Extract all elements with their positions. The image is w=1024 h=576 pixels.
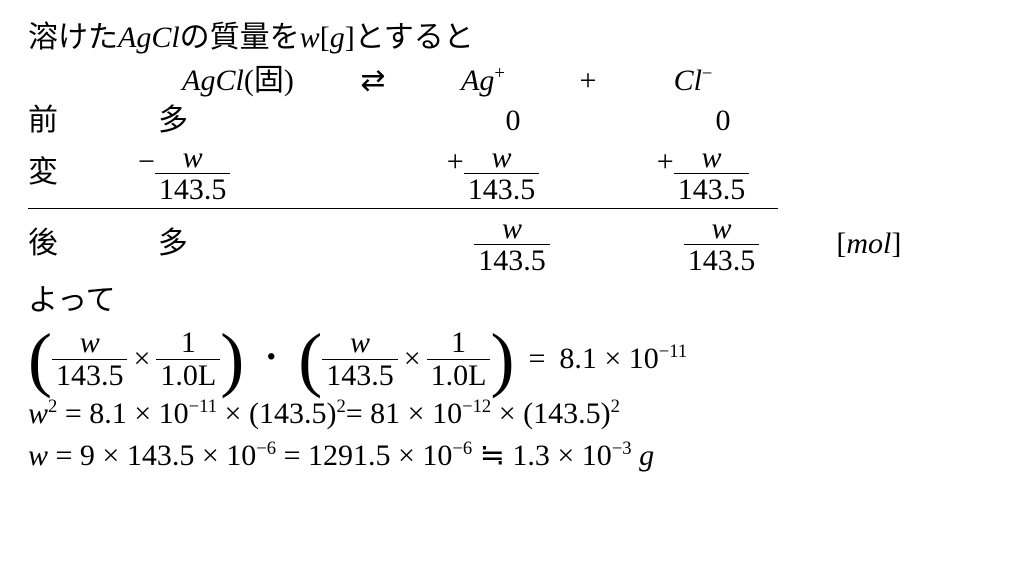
frac-w-1: w 143.5 [52,327,128,391]
frac-den-4: 143.5 [474,244,550,277]
frac-vol-2: 1 1.0L [427,327,491,391]
ag-ion: Ag [461,64,494,97]
agcl-symbol: AgCl [118,18,180,59]
after-cl-frac: w 143.5 [684,213,760,277]
g-unit: g [330,18,345,59]
frac-den-1: 143.5 [155,173,231,206]
intro-line: 溶けた AgCl の質量を w [ g ]とすると [28,18,996,59]
change-minus: − [138,142,155,206]
label-after: 後 [28,224,128,265]
fw1n: w [76,327,104,359]
w2-exp11: −11 [189,396,217,417]
fv1n: 1 [177,327,200,359]
dot-op: ・ [248,339,294,380]
frac-w-2: w 143.5 [322,327,398,391]
cl-ion: Cl [674,64,702,97]
before-ag: 0 [428,101,598,142]
w2-exp12: −12 [462,396,491,417]
fw1d: 143.5 [52,359,128,392]
frac-den-3: 143.5 [674,173,750,206]
row-after: 後 多 w 143.5 w 143.5 [mol] [28,213,996,277]
fw2n: w [346,327,374,359]
w2-sq2: 2 [611,396,620,417]
before-agcl: 多 [128,101,378,142]
label-change: 変 [28,153,128,194]
chemistry-solution-page: 溶けた AgCl の質量を w [ g ]とすると AgCl(固) ⇄ Ag+ … [0,0,1024,495]
w-exp6b: −6 [452,438,472,459]
intro-text-2: の質量を [180,18,300,59]
plus-1: + [568,61,608,102]
w2-sym: w [28,397,48,430]
eq-sign-1: = [518,339,555,380]
g-final: g [632,439,655,472]
frac-num-5: w [708,213,736,245]
times-1: × [127,339,156,380]
agcl-eq: AgCl [182,64,244,97]
w-approx: ≒ 1.3 × 10 [472,439,612,472]
cl-charge: − [702,63,713,84]
w2-rhs-b: × (143.5) [217,397,336,430]
fv2d: 1.0L [431,359,487,392]
w-rhs-b: = 1291.5 × 10 [276,439,452,472]
paren-group-1: ( w 143.5 × 1 1.0L ) [28,327,244,392]
change-agcl-frac: w 143.5 [155,142,231,206]
reaction-equation: AgCl(固) ⇄ Ag+ + Cl− [28,61,996,102]
w-result-line: w = 9 × 143.5 × 10−6 = 1291.5 × 10−6 ≒ 1… [28,436,996,477]
change-plus-2: + [657,142,674,206]
w-rhs-a: = 9 × 143.5 × 10 [56,439,257,472]
fv2n: 1 [447,327,470,359]
row-before: 前 多 0 0 [28,101,996,142]
paren-group-2: ( w 143.5 × 1 1.0L ) [298,327,514,392]
k-val: 8.1 × 10 [559,342,658,375]
change-cl-frac: w 143.5 [674,142,750,206]
w-final: w [28,439,48,472]
solid-label: (固) [244,64,294,97]
w2-rhs-c: = 81 × 10 [346,397,462,430]
w-symbol: w [300,18,320,59]
frac-num-2: w [487,142,515,174]
frac-num-1: w [179,142,207,174]
ksp-equation: ( w 143.5 × 1 1.0L ) ・ ( w 143.5 × 1 1.0… [28,327,996,392]
w-squared-line: w2 = 8.1 × 10−11 × (143.5)2= 81 × 10−12 … [28,394,996,435]
mol-unit: mol [846,227,891,260]
equilibrium-arrow: ⇄ [348,61,398,102]
frac-den-5: 143.5 [684,244,760,277]
intro-text-3: ]とすると [345,18,474,59]
change-ag-frac: w 143.5 [464,142,540,206]
bracket-open: [ [320,18,330,59]
therefore-text: よって [28,281,116,322]
w2-exp: 2 [48,396,57,417]
table-rule [28,208,778,209]
w-exp3: −3 [612,438,632,459]
frac-den-2: 143.5 [464,173,540,206]
label-before: 前 [28,101,128,142]
row-change: 変 − w 143.5 + w 143.5 + w 143.5 [28,142,996,206]
intro-text-1: 溶けた [28,18,118,59]
frac-vol-1: 1 1.0L [156,327,220,391]
k-exp: −11 [659,341,687,362]
w2-rhs-d: × (143.5) [491,397,610,430]
fw2d: 143.5 [322,359,398,392]
change-plus-1: + [447,142,464,206]
times-2: × [398,339,427,380]
frac-num-3: w [697,142,725,174]
after-agcl: 多 [128,224,378,265]
before-cl: 0 [638,101,808,142]
therefore-line: よって [28,281,996,322]
w2-sq1: 2 [336,396,345,417]
ag-charge: + [494,63,505,84]
frac-num-4: w [498,213,526,245]
after-ag-frac: w 143.5 [474,213,550,277]
fv1d: 1.0L [160,359,216,392]
w2-rhs-a: = 8.1 × 10 [65,397,189,430]
w-exp6a: −6 [256,438,276,459]
